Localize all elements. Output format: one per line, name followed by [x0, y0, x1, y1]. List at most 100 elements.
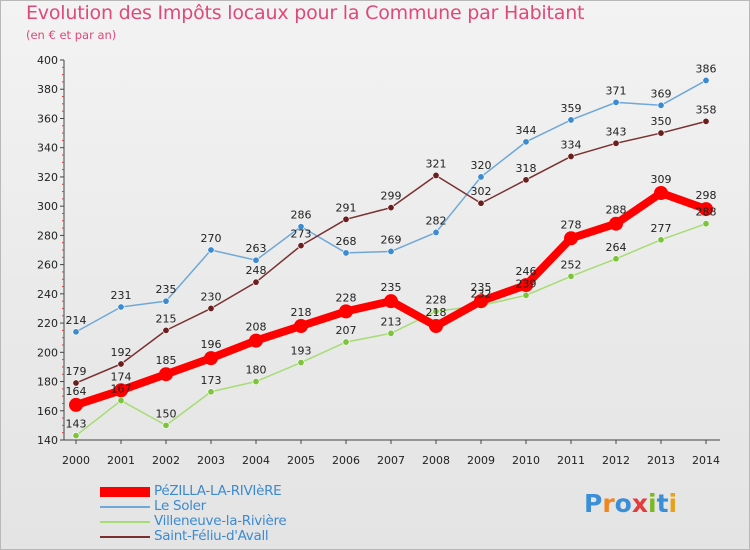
data-point	[522, 291, 530, 299]
x-tick-label: 2010	[512, 454, 540, 467]
legend-label: Le Soler	[154, 498, 206, 514]
y-tick-label: 280	[37, 229, 58, 242]
data-label: 235	[156, 283, 177, 296]
data-point	[207, 246, 215, 254]
data-point	[342, 215, 350, 223]
y-tick-label: 360	[37, 112, 58, 125]
data-point	[207, 388, 215, 396]
data-label: 246	[516, 265, 537, 278]
data-point	[162, 297, 170, 305]
logo-letter: i	[648, 489, 657, 518]
data-label: 371	[606, 84, 627, 97]
legend-swatch	[100, 521, 150, 523]
data-label: 207	[336, 324, 357, 337]
data-label: 291	[336, 201, 357, 214]
x-tick-label: 2006	[332, 454, 360, 467]
y-tick-label: 240	[37, 288, 58, 301]
data-point	[72, 328, 80, 336]
data-label: 288	[696, 206, 717, 219]
data-label: 386	[696, 62, 717, 75]
logo-letter: r	[602, 489, 615, 518]
data-label: 235	[381, 281, 402, 294]
data-point	[477, 173, 485, 181]
x-tick-label: 2004	[242, 454, 270, 467]
data-point	[252, 378, 260, 386]
data-point	[432, 228, 440, 236]
legend-label: PéZILLA-LA-RIVIèRE	[154, 483, 282, 499]
data-point	[567, 116, 575, 124]
data-label: 143	[66, 418, 87, 431]
data-point	[474, 294, 488, 309]
logo-letter: i	[668, 489, 678, 518]
data-point	[297, 223, 305, 231]
series-0	[69, 186, 713, 412]
x-tick-label: 2000	[62, 454, 90, 467]
data-label: 231	[111, 289, 132, 302]
data-point	[69, 397, 83, 412]
data-point	[252, 278, 260, 286]
series-1	[72, 76, 710, 336]
data-label: 230	[201, 290, 222, 303]
data-label: 218	[291, 306, 312, 319]
data-label: 263	[246, 242, 267, 255]
data-label: 320	[471, 159, 492, 172]
data-label: 179	[66, 365, 87, 378]
data-label: 252	[561, 258, 582, 271]
data-point	[294, 319, 308, 333]
data-point	[387, 204, 395, 212]
data-label: 228	[426, 293, 447, 306]
data-point	[114, 383, 128, 398]
series-layer	[69, 76, 713, 440]
data-label: 185	[156, 354, 177, 367]
data-label: 277	[651, 222, 672, 235]
proxiti-logo: Proxiti	[584, 489, 677, 518]
data-point	[657, 236, 665, 244]
y-tick-label: 180	[37, 376, 58, 389]
data-point	[72, 379, 80, 387]
data-point	[612, 139, 620, 147]
data-point	[702, 220, 710, 228]
data-point	[657, 129, 665, 137]
data-point	[162, 421, 170, 429]
data-point	[72, 432, 80, 440]
data-point	[519, 278, 533, 293]
data-point	[342, 338, 350, 346]
y-tick-label: 220	[37, 317, 58, 330]
data-label: 248	[246, 264, 267, 277]
data-label: 286	[291, 209, 312, 222]
data-label: 232	[471, 288, 492, 301]
data-label: 299	[381, 190, 402, 203]
data-label: 344	[516, 124, 537, 137]
data-point	[207, 304, 215, 312]
data-point	[117, 360, 125, 368]
logo-letter: t	[656, 489, 669, 518]
data-label: 218	[426, 306, 447, 319]
legend-label: Saint-Féliu-d'Avall	[154, 528, 269, 544]
data-label: 173	[201, 374, 222, 387]
y-tick-label: 320	[37, 171, 58, 184]
logo-letter: P	[584, 489, 603, 518]
y-tick-label: 300	[37, 200, 58, 213]
y-tick-label: 260	[37, 259, 58, 272]
series-line	[75, 222, 707, 437]
data-point	[657, 101, 665, 109]
data-point	[432, 307, 440, 315]
series-3	[72, 117, 710, 387]
data-point	[387, 247, 395, 255]
x-tick-label: 2009	[467, 454, 495, 467]
x-tick-label: 2013	[647, 454, 675, 467]
data-point	[702, 76, 710, 84]
data-point	[564, 231, 578, 246]
data-label: 213	[381, 315, 402, 328]
data-label: 239	[516, 277, 537, 290]
x-tick-label: 2008	[422, 454, 450, 467]
logo-letter: o	[614, 489, 632, 518]
data-label: 350	[651, 115, 672, 128]
x-tick-label: 2002	[152, 454, 180, 467]
data-labels: 1641741851962082182282352182352462782883…	[66, 62, 717, 430]
y-tick-label: 340	[37, 142, 58, 155]
y-tick-label: 160	[37, 405, 58, 418]
y-tick-label: 140	[37, 434, 58, 447]
data-point	[477, 199, 485, 207]
